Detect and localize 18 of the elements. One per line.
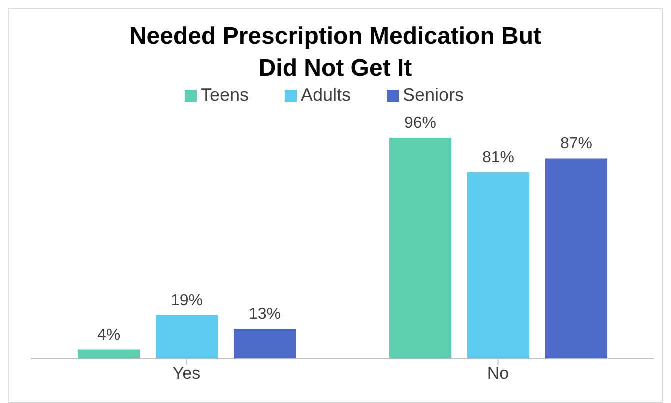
data-label: 96% (404, 115, 437, 132)
bar (390, 138, 452, 359)
data-label: 4% (97, 326, 121, 344)
legend-label: Adults (300, 85, 352, 105)
data-label: 13% (248, 306, 282, 324)
bar (234, 329, 296, 359)
data-label: 19% (170, 292, 204, 310)
data-label: 81% (482, 150, 515, 167)
data-label: 87% (560, 136, 593, 153)
bar (78, 350, 140, 359)
x-tick-label: Yes (172, 364, 201, 384)
legend-label: Seniors (403, 85, 464, 105)
bar (156, 315, 218, 359)
bar (546, 158, 608, 359)
x-tick-label: No (487, 364, 510, 384)
bar (468, 172, 530, 359)
chart-title: Needed Prescription Medication But Did Not Get It (128, 22, 543, 84)
legend-label: Teens (200, 85, 249, 105)
